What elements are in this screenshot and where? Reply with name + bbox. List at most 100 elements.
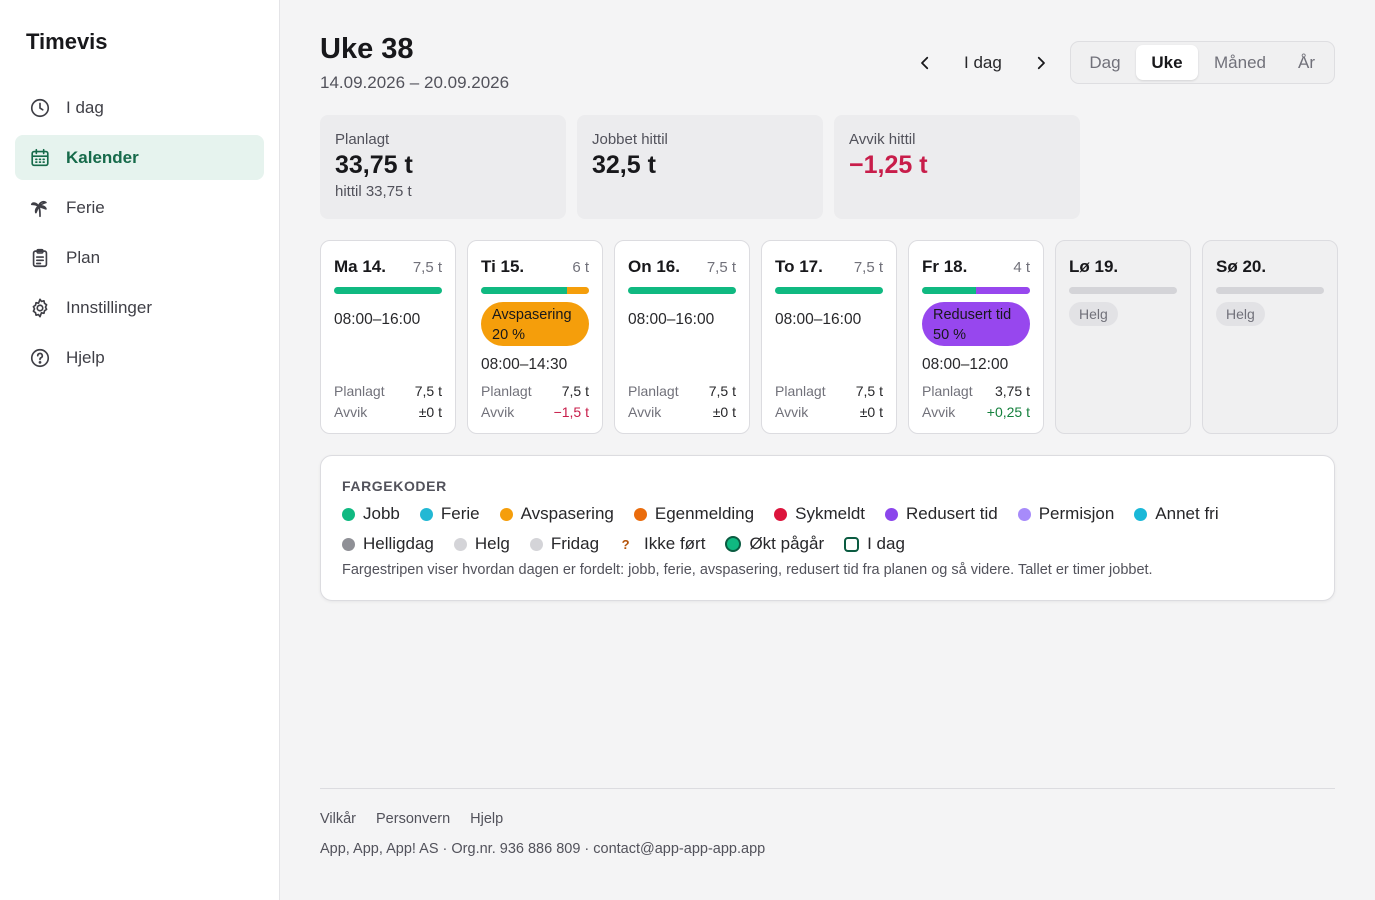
day-card[interactable]: Fr 18. 4 t Redusert tid 50 % 08:00–12:00 P… <box>908 240 1044 434</box>
day-time: 08:00–16:00 <box>334 311 421 328</box>
day-summary: Planlagt 7,5 t Avvik ±0 t <box>628 380 736 422</box>
day-name: Ti 15. <box>481 257 525 276</box>
color-dot-icon <box>1134 507 1148 521</box>
view-dag-button[interactable]: Dag <box>1089 52 1121 72</box>
day-card[interactable]: Sø 20. Helg <box>1202 240 1338 434</box>
absence-pill: Redusert tid 50 % <box>922 302 1030 346</box>
gear-icon <box>32 297 48 318</box>
sidebar-item-i-dag[interactable]: I dag <box>15 85 264 130</box>
legend-label: Redusert tid <box>906 504 998 523</box>
footer-link-privacy[interactable]: Personvern <box>376 811 451 827</box>
day-hours: 6 t <box>572 259 589 276</box>
day-color-bar <box>775 287 883 294</box>
chevron-left-icon <box>921 56 929 70</box>
help-circle-icon <box>30 348 50 367</box>
legend-item: ? Ikke ført <box>619 534 706 554</box>
legend-label: I dag <box>867 534 905 553</box>
planned-label: Planlagt <box>334 382 385 399</box>
day-hours: 7,5 t <box>412 259 442 276</box>
sidebar-item-innstillinger[interactable]: Innstillinger <box>15 285 264 330</box>
period-navigation: I dag <box>910 46 1056 80</box>
sidebar-item-kalender[interactable]: Kalender <box>15 135 264 180</box>
date-range: 14.09.2026 – 20.09.2026 <box>320 73 510 92</box>
today-button[interactable]: I dag <box>964 53 1002 72</box>
page-title: Uke 38 <box>320 33 414 65</box>
sidebar-item-plan[interactable]: Plan <box>15 235 264 280</box>
view-switcher: Dag Uke Måned År <box>1070 41 1335 84</box>
legend-item: I dag <box>844 534 905 554</box>
planned-value: 7,5 t <box>855 382 883 399</box>
day-name: Lø 19. <box>1069 257 1119 276</box>
stat-card-worked: Jobbet hittil 32,5 t <box>577 115 823 219</box>
day-card[interactable]: Lø 19. Helg <box>1055 240 1191 434</box>
stats-row: Planlagt 33,75 t hittil 33,75 t Jobbet h… <box>320 115 1080 219</box>
legend-item: Helligdag <box>342 534 434 554</box>
day-card[interactable]: On 16. 7,5 t 08:00–16:00 Planlagt 7,5 t Av… <box>614 240 750 434</box>
planned-value: 7,5 t <box>414 382 442 399</box>
weekend-tag: Helg <box>1216 302 1265 326</box>
legend-item: Økt pågår <box>725 534 824 554</box>
sidebar-item-label: Innstillinger <box>66 297 152 317</box>
color-dot-icon <box>529 537 543 551</box>
pill-percent: 50 % <box>933 327 967 343</box>
day-card[interactable]: To 17. 7,5 t 08:00–16:00 Planlagt 7,5 t Av… <box>761 240 897 434</box>
footer-link-help[interactable]: Hjelp <box>470 811 504 827</box>
planned-label: Planlagt <box>922 382 973 399</box>
view-ar-button[interactable]: År <box>1298 52 1315 72</box>
day-summary: Planlagt 7,5 t Avvik ±0 t <box>334 380 442 422</box>
sidebar-item-hjelp[interactable]: Hjelp <box>15 335 264 380</box>
legend-row: Helligdag Helg Fridag ? Ikke ført Økt pågår I … <box>342 534 925 554</box>
planned-value: 3,75 t <box>994 382 1030 399</box>
legend-item: Egenmelding <box>633 504 754 524</box>
footer-links: Vilkår Personvern Hjelp <box>320 811 523 827</box>
day-color-bar <box>481 287 589 294</box>
color-dot-icon <box>342 507 355 521</box>
day-name: To 17. <box>775 257 823 276</box>
bar-segment <box>922 287 976 294</box>
legend-item: Fridag <box>529 534 599 554</box>
view-uke-button[interactable]: Uke <box>1136 45 1198 80</box>
planned-label: Planlagt <box>481 382 532 399</box>
day-hours: 7,5 t <box>706 259 736 276</box>
bar-segment <box>976 287 1030 294</box>
legend-item: Permisjon <box>1017 504 1114 524</box>
day-name: Ma 14. <box>334 257 386 276</box>
next-button[interactable] <box>1026 46 1056 80</box>
legend-item: Annet fri <box>1134 504 1219 524</box>
legend-label: Økt pågår <box>749 534 825 553</box>
sidebar-item-label: I dag <box>66 97 104 117</box>
legend-label: Helg <box>474 534 510 553</box>
sidebar-item-label: Ferie <box>66 197 105 217</box>
day-name: Fr 18. <box>922 257 968 276</box>
footer-divider <box>320 788 1335 789</box>
planned-label: Planlagt <box>775 382 826 399</box>
session-active-icon <box>725 536 742 552</box>
stat-card-deviation: Avvik hittil −1,25 t <box>834 115 1080 219</box>
stat-value: 32,5 t <box>592 151 656 179</box>
clipboard-icon <box>32 248 48 267</box>
legend-item: Redusert tid <box>885 504 998 524</box>
deviation-label: Avvik <box>922 403 956 420</box>
pill-type: Avspasering <box>492 307 572 323</box>
planned-label: Planlagt <box>628 382 679 399</box>
day-hours: 4 t <box>1013 259 1030 276</box>
view-maned-button[interactable]: Måned <box>1214 52 1266 72</box>
previous-button[interactable] <box>910 46 940 80</box>
deviation-value: ±0 t <box>859 403 883 420</box>
day-card[interactable]: Ma 14. 7,5 t 08:00–16:00 Planlagt 7,5 t Av… <box>320 240 456 434</box>
day-name: Sø 20. <box>1216 257 1267 276</box>
sidebar-item-label: Hjelp <box>66 347 105 367</box>
day-card[interactable]: Ti 15. 6 t Avspasering 20 % 08:00–14:30 Pl… <box>467 240 603 434</box>
color-dot-icon <box>499 507 513 521</box>
deviation-value: ±0 t <box>418 403 442 420</box>
day-color-bar <box>334 287 442 294</box>
sidebar-item-ferie[interactable]: Ferie <box>15 185 264 230</box>
footer-link-terms[interactable]: Vilkår <box>320 811 356 827</box>
bar-segment <box>481 287 568 294</box>
color-dot-icon <box>633 507 647 521</box>
legend-item: Helg <box>453 534 510 554</box>
stat-value: −1,25 t <box>849 151 928 179</box>
absence-pill: Avspasering 20 % <box>481 302 589 346</box>
legend-label: Jobb <box>363 504 400 523</box>
bar-segment <box>567 287 589 294</box>
